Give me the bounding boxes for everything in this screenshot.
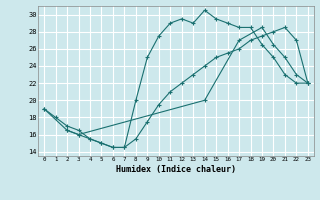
X-axis label: Humidex (Indice chaleur): Humidex (Indice chaleur) bbox=[116, 165, 236, 174]
